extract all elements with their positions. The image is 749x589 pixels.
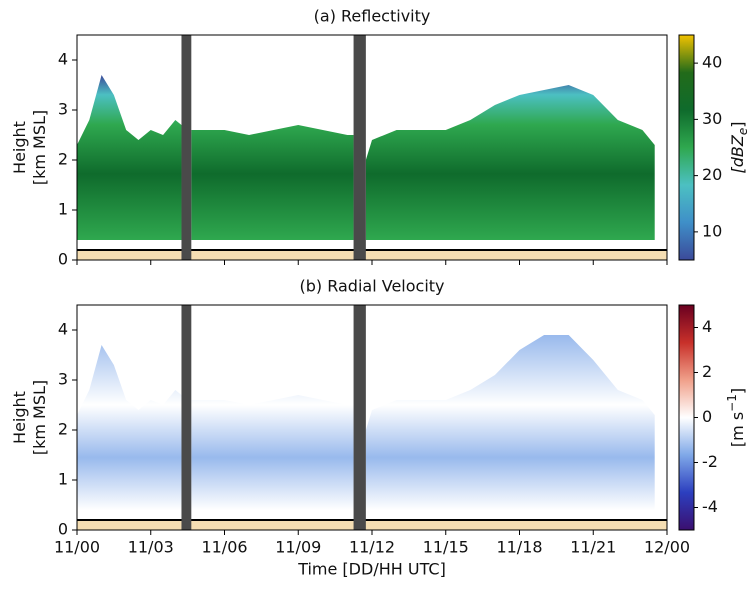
x-tick-label: 11/18 bbox=[496, 538, 542, 557]
colorbar-tick-label: -2 bbox=[702, 452, 718, 471]
x-axis-label: Time [DD/HH UTC] bbox=[297, 560, 446, 579]
colorbar-tick-label: 4 bbox=[702, 317, 712, 336]
y-tick-label: 0 bbox=[58, 250, 68, 269]
colorbar bbox=[679, 35, 694, 260]
label-main: [m s bbox=[728, 412, 747, 447]
label-sup: −1 bbox=[725, 394, 739, 412]
panel-title: (a) Reflectivity bbox=[314, 7, 431, 26]
y-tick-label: 4 bbox=[58, 50, 68, 69]
x-tick-label: 12/00 bbox=[644, 538, 690, 557]
data-gap bbox=[354, 305, 366, 530]
y-tick-label: 1 bbox=[58, 470, 68, 489]
label-end: ] bbox=[728, 122, 747, 128]
y-tick-label: 4 bbox=[58, 320, 68, 339]
y-tick-label: 3 bbox=[58, 100, 68, 119]
label-main: [dBZ bbox=[728, 134, 747, 173]
y-label-line: Height bbox=[10, 391, 29, 444]
y-label-line: [km MSL] bbox=[30, 380, 49, 455]
colorbar-tick-label: 0 bbox=[702, 407, 712, 426]
x-tick-label: 11/21 bbox=[570, 538, 616, 557]
panel-title: (b) Radial Velocity bbox=[300, 277, 445, 296]
colorbar-label: [m s−1] bbox=[725, 388, 747, 447]
x-tick-label: 11/06 bbox=[201, 538, 247, 557]
colorbar-tick-label: -4 bbox=[702, 497, 718, 516]
x-tick-label: 11/15 bbox=[423, 538, 469, 557]
x-tick-label: 11/09 bbox=[275, 538, 321, 557]
y-label-line: Height bbox=[10, 121, 29, 174]
y-label-line: [km MSL] bbox=[30, 110, 49, 185]
ground-strip bbox=[77, 250, 667, 260]
label-sub: e bbox=[736, 128, 749, 135]
label-end: ] bbox=[728, 388, 747, 394]
y-tick-label: 0 bbox=[58, 520, 68, 539]
y-axis-label: Height[km MSL] bbox=[10, 380, 49, 455]
colorbar-tick-label: 2 bbox=[702, 362, 712, 381]
colorbar-tick-label: 40 bbox=[702, 53, 722, 72]
x-tick-label: 11/12 bbox=[349, 538, 395, 557]
y-tick-label: 3 bbox=[58, 370, 68, 389]
colorbar-tick-label: 30 bbox=[702, 109, 722, 128]
ground-strip bbox=[77, 520, 667, 530]
data-gap bbox=[181, 35, 191, 260]
x-tick-label: 11/00 bbox=[54, 538, 100, 557]
colorbar bbox=[679, 305, 694, 530]
colorbar-tick-label: 10 bbox=[702, 221, 722, 240]
y-axis-label: Height[km MSL] bbox=[10, 110, 49, 185]
y-tick-label: 2 bbox=[58, 150, 68, 169]
y-tick-label: 2 bbox=[58, 420, 68, 439]
colorbar-tick-label: 20 bbox=[702, 165, 722, 184]
data-gap bbox=[181, 305, 191, 530]
y-tick-label: 1 bbox=[58, 200, 68, 219]
colorbar-label: [dBZe] bbox=[728, 122, 749, 174]
data-gap bbox=[354, 35, 366, 260]
x-tick-label: 11/03 bbox=[128, 538, 174, 557]
